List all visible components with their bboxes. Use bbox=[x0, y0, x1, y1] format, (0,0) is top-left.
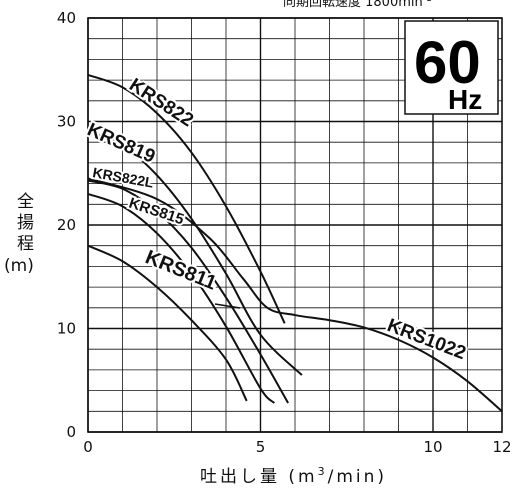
y-label-char-4: (m) bbox=[4, 256, 34, 276]
y-label-char-2: 揚 bbox=[17, 213, 34, 233]
curve-krs822l bbox=[87, 179, 289, 404]
curve-krs819 bbox=[87, 130, 303, 376]
frequency-box bbox=[404, 20, 499, 115]
tick-labels: 0 5 10 12 0 10 20 30 40 bbox=[57, 9, 512, 456]
x-tick-label: 0 bbox=[83, 438, 93, 456]
frequency-value: 60 bbox=[414, 29, 481, 96]
x-tick-label: 10 bbox=[423, 438, 442, 456]
curve-krs1022 bbox=[87, 177, 503, 413]
y-tick-label: 0 bbox=[66, 423, 76, 441]
curve-krs822 bbox=[87, 73, 286, 324]
y-axis-label: 全 揚 程 (m) bbox=[4, 192, 34, 276]
frequency-badge: 60 Hz bbox=[404, 20, 499, 115]
y-tick-label: 40 bbox=[57, 9, 76, 27]
curve-krs811 bbox=[87, 244, 248, 402]
frequency-unit: Hz bbox=[448, 84, 482, 115]
curve-krs815 bbox=[87, 193, 276, 404]
plot-frame bbox=[87, 17, 503, 433]
y-label-char-3: 程 bbox=[17, 234, 34, 254]
y-tick-label: 30 bbox=[57, 113, 76, 131]
y-tick-label: 20 bbox=[57, 216, 76, 234]
curve-label-krs819: KRS819 bbox=[84, 119, 158, 167]
y-tick-label: 10 bbox=[57, 320, 76, 338]
krs1022-leader-line bbox=[214, 303, 241, 309]
x-tick-label: 12 bbox=[492, 438, 511, 456]
x-tick-label: 5 bbox=[256, 438, 266, 456]
performance-curves bbox=[87, 73, 503, 413]
curve-label-krs822: KRS822 bbox=[125, 75, 197, 132]
y-label-char-1: 全 bbox=[17, 192, 34, 212]
x-axis-label: 吐出し量 (m3/min) bbox=[200, 465, 387, 487]
speed-note: 同期回転速度 1800min-1 bbox=[283, 0, 432, 10]
